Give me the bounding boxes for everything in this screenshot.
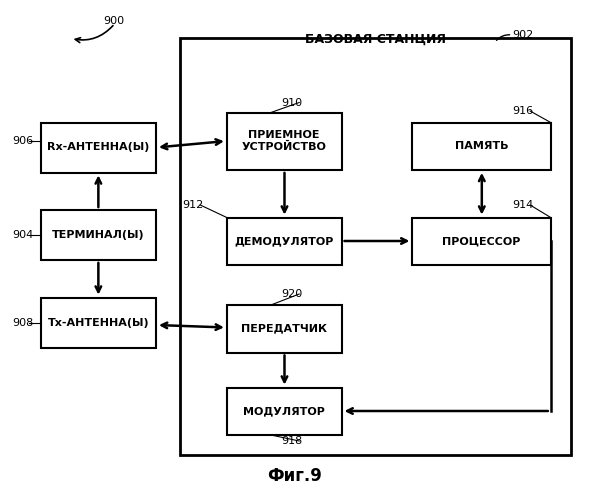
- Text: 908: 908: [12, 318, 33, 328]
- FancyBboxPatch shape: [227, 112, 342, 170]
- Text: 916: 916: [512, 106, 534, 116]
- Text: ТЕРМИНАЛ(Ы): ТЕРМИНАЛ(Ы): [52, 230, 145, 240]
- FancyBboxPatch shape: [41, 122, 156, 172]
- FancyBboxPatch shape: [412, 218, 551, 265]
- Text: 912: 912: [183, 200, 204, 210]
- Text: ДЕМОДУЛЯТОР: ДЕМОДУЛЯТОР: [234, 236, 334, 246]
- Text: 902: 902: [512, 30, 534, 40]
- FancyBboxPatch shape: [227, 388, 342, 435]
- Text: ПАМЯТЬ: ПАМЯТЬ: [455, 141, 508, 151]
- FancyBboxPatch shape: [41, 210, 156, 260]
- Text: БАЗОВАЯ СТАНЦИЯ: БАЗОВАЯ СТАНЦИЯ: [305, 33, 446, 46]
- Text: ПРОЦЕССОР: ПРОЦЕССОР: [442, 236, 521, 246]
- Text: 918: 918: [282, 436, 303, 446]
- FancyBboxPatch shape: [227, 218, 342, 265]
- Text: МОДУЛЯТОР: МОДУЛЯТОР: [243, 406, 325, 416]
- FancyBboxPatch shape: [41, 298, 156, 348]
- FancyBboxPatch shape: [180, 38, 571, 455]
- Text: Фиг.9: Фиг.9: [267, 467, 322, 485]
- Text: 910: 910: [282, 98, 303, 108]
- Text: Tx-АНТЕННА(Ы): Tx-АНТЕННА(Ы): [48, 318, 150, 328]
- FancyBboxPatch shape: [412, 122, 551, 170]
- Text: 914: 914: [512, 200, 534, 210]
- Text: ПРИЕМНОЕ
УСТРОЙСТВО: ПРИЕМНОЕ УСТРОЙСТВО: [241, 130, 327, 152]
- Text: 920: 920: [282, 289, 303, 299]
- Text: ПЕРЕДАТЧИК: ПЕРЕДАТЧИК: [241, 324, 327, 334]
- Text: Rx-АНТЕННА(Ы): Rx-АНТЕННА(Ы): [48, 142, 150, 152]
- Text: 906: 906: [12, 136, 33, 146]
- FancyBboxPatch shape: [227, 305, 342, 352]
- Text: 904: 904: [12, 230, 33, 240]
- Text: 900: 900: [103, 16, 124, 26]
